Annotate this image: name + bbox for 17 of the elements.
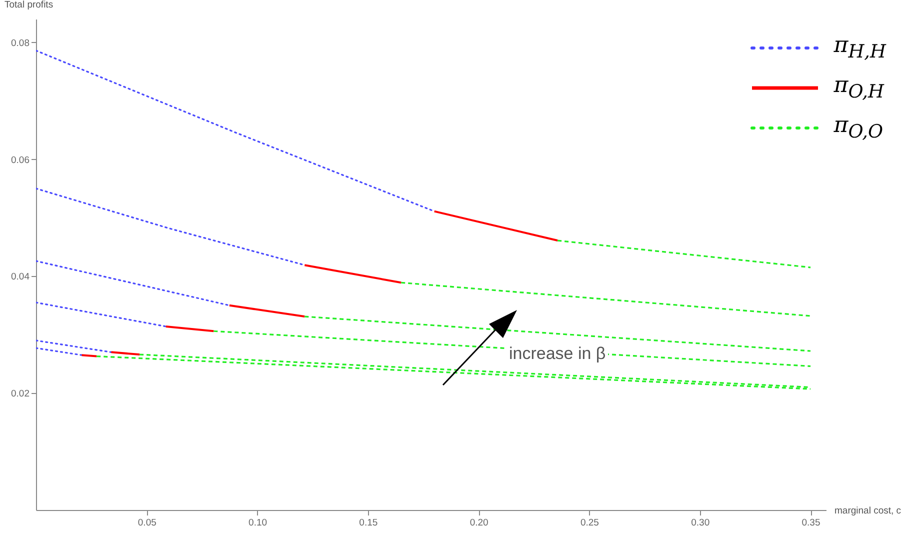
y-axis-title: Total profits (4, 0, 54, 10)
y-tick-label: 0.04 (11, 272, 30, 283)
y-tick-label: 0.08 (11, 38, 30, 49)
annotation: increase in β (507, 344, 608, 364)
x-tick-label: 0.15 (359, 518, 378, 528)
x-tick-label: 0.20 (470, 518, 488, 528)
x-tick-label: 0.10 (248, 518, 268, 528)
x-tick-label: 0.30 (691, 518, 710, 528)
legend-label: π$_{O,O}$ (834, 113, 884, 143)
legend-label: π$_{O,H}$ (834, 73, 884, 103)
y-tick-label: 0.02 (11, 388, 30, 400)
legend-label: π$_{H,H}$ (834, 33, 886, 63)
x-axis-title: marginal cost, c (834, 506, 902, 516)
x-tick-label: 0.25 (580, 518, 599, 528)
x-tick-label: 0.05 (138, 518, 156, 528)
y-tick-label: 0.06 (11, 154, 30, 166)
x-tick-label: 0.35 (802, 518, 820, 528)
